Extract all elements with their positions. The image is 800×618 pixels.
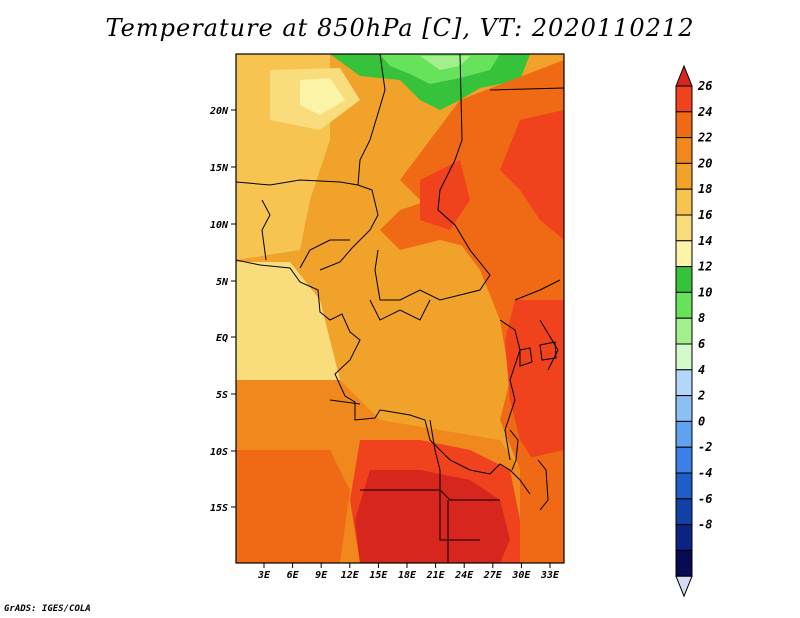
country-borders — [236, 54, 564, 563]
colorbar-label: 16 — [698, 208, 712, 222]
colorbar-label: -4 — [698, 466, 712, 480]
colorbar-label: 4 — [698, 363, 705, 377]
colorbar-label: 20 — [697, 156, 712, 170]
colorbar-label: 6 — [698, 337, 705, 351]
colorbar-swatch — [675, 369, 693, 397]
colorbar-label: 12 — [698, 260, 712, 274]
colorbar-swatch — [675, 549, 693, 577]
lat-label: 5S — [216, 390, 228, 401]
colorbar-swatch — [675, 395, 693, 422]
colorbar-swatch — [675, 266, 693, 293]
colorbar-label: 10 — [698, 285, 712, 299]
lakes — [509, 341, 557, 511]
lon-label: 12E — [341, 570, 360, 581]
map-title: Temperature at 850hPa [C], VT: 202011021… — [105, 14, 695, 42]
colorbar-swatch — [675, 214, 693, 242]
colorbar-swatch — [675, 111, 693, 139]
colorbar-label: 8 — [698, 311, 705, 325]
colorbar-swatch — [675, 420, 693, 448]
colorbar-label: 24 — [697, 105, 712, 119]
colorbar-label: 14 — [698, 234, 712, 248]
longitude-axis: 3E 6E 9E 12E 15E 18E 21E 24E 27E 30E 33E — [257, 563, 560, 581]
colorbar-swatch — [675, 317, 693, 345]
latitude-axis: 20N 15N 10N 5N EQ 5S 10S 15S — [209, 106, 236, 514]
colorbar-swatch — [675, 472, 693, 500]
colorbar-label: 0 — [698, 414, 705, 428]
colorbar-swatch — [675, 85, 693, 113]
grads-credit: GrADS: IGES/COLA — [4, 604, 91, 614]
lon-label: 18E — [398, 570, 417, 581]
lon-label: 6E — [287, 570, 300, 581]
lat-label: 15S — [210, 503, 228, 514]
colorbar-label: 26 — [697, 79, 712, 93]
lat-label: EQ — [216, 333, 228, 344]
lon-label: 15E — [369, 570, 388, 581]
colorbar-label: -6 — [698, 492, 712, 506]
colorbar-label: -2 — [698, 440, 712, 454]
colorbar-swatch — [675, 188, 693, 216]
temperature-field — [236, 54, 564, 563]
lon-label: 9E — [315, 570, 328, 581]
colorbar-top-arrow — [675, 64, 693, 87]
colorbar-swatch — [675, 343, 693, 371]
colorbar-label: -8 — [698, 518, 712, 532]
colorbar-swatch — [675, 524, 693, 551]
lon-label: 3E — [257, 570, 271, 581]
lat-label: 10N — [210, 220, 229, 231]
colorbar-swatch — [675, 291, 693, 319]
lon-label: 30E — [511, 570, 531, 581]
colorbar-bottom-arrow — [675, 575, 693, 598]
colorbar-swatch — [675, 498, 693, 526]
colorbar-swatch — [675, 240, 693, 268]
colorbar-swatch — [675, 137, 693, 164]
map-frame — [235, 53, 565, 564]
lat-label: 5N — [216, 277, 229, 288]
colorbar-swatch — [675, 446, 693, 474]
lon-label: 21E — [426, 570, 446, 581]
lon-label: 33E — [540, 570, 560, 581]
colorbar-label: 22 — [697, 131, 712, 145]
lat-label: 20N — [209, 106, 229, 117]
lon-label: 24E — [454, 570, 474, 581]
colorbar-label: 2 — [697, 389, 705, 403]
colorbar-label: 18 — [698, 182, 712, 196]
lon-label: 27E — [483, 570, 503, 581]
colorbar-swatch — [675, 162, 693, 190]
lat-label: 10S — [210, 447, 228, 458]
lat-label: 15N — [210, 163, 229, 174]
